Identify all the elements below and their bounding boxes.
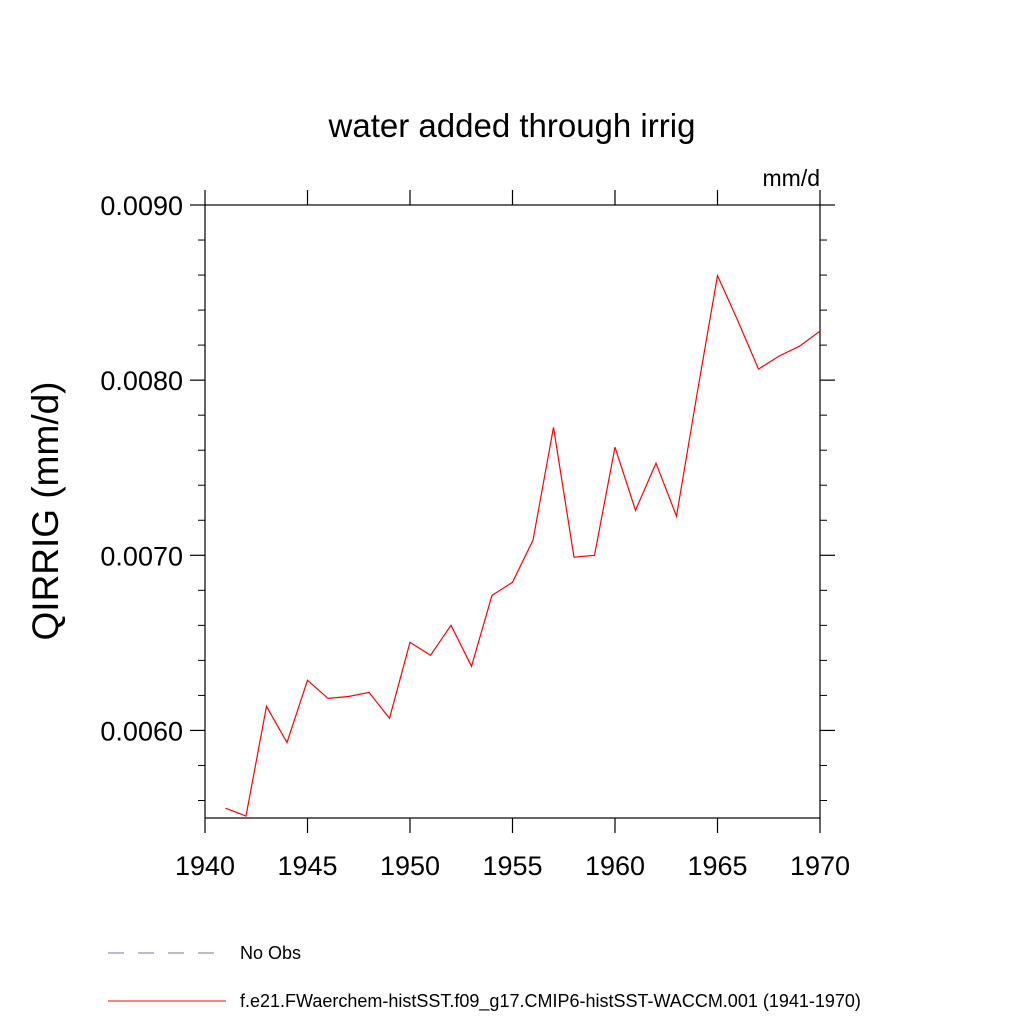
series-line xyxy=(225,273,821,817)
x-tick-label: 1950 xyxy=(380,851,440,881)
legend-label-no-obs: No Obs xyxy=(240,943,301,963)
axis-ticks xyxy=(190,190,835,833)
series-lines xyxy=(225,273,821,817)
axis-tick-labels: 1940 1945 1950 1955 1960 1965 1970 0.0060 0.0070… xyxy=(100,191,850,881)
x-tick-label: 1965 xyxy=(687,851,747,881)
y-axis-label: QIRRIG (mm/d) xyxy=(25,382,66,641)
legend: No Obs f.e21.FWaerchem-histSST.f09_g17.C… xyxy=(108,943,861,1012)
units-label: mm/d xyxy=(763,165,821,191)
chart-title: water added through irrig xyxy=(328,107,696,144)
y-tick-label: 0.0070 xyxy=(100,541,183,571)
x-tick-label: 1945 xyxy=(277,851,337,881)
y-tick-label: 0.0090 xyxy=(100,191,183,221)
x-tick-label: 1940 xyxy=(175,851,235,881)
legend-label-model-run: f.e21.FWaerchem-histSST.f09_g17.CMIP6-hi… xyxy=(240,991,861,1012)
x-tick-label: 1955 xyxy=(482,851,542,881)
x-tick-label: 1960 xyxy=(585,851,645,881)
y-tick-label: 0.0060 xyxy=(100,716,183,746)
x-tick-label: 1970 xyxy=(790,851,850,881)
y-tick-label: 0.0080 xyxy=(100,366,183,396)
